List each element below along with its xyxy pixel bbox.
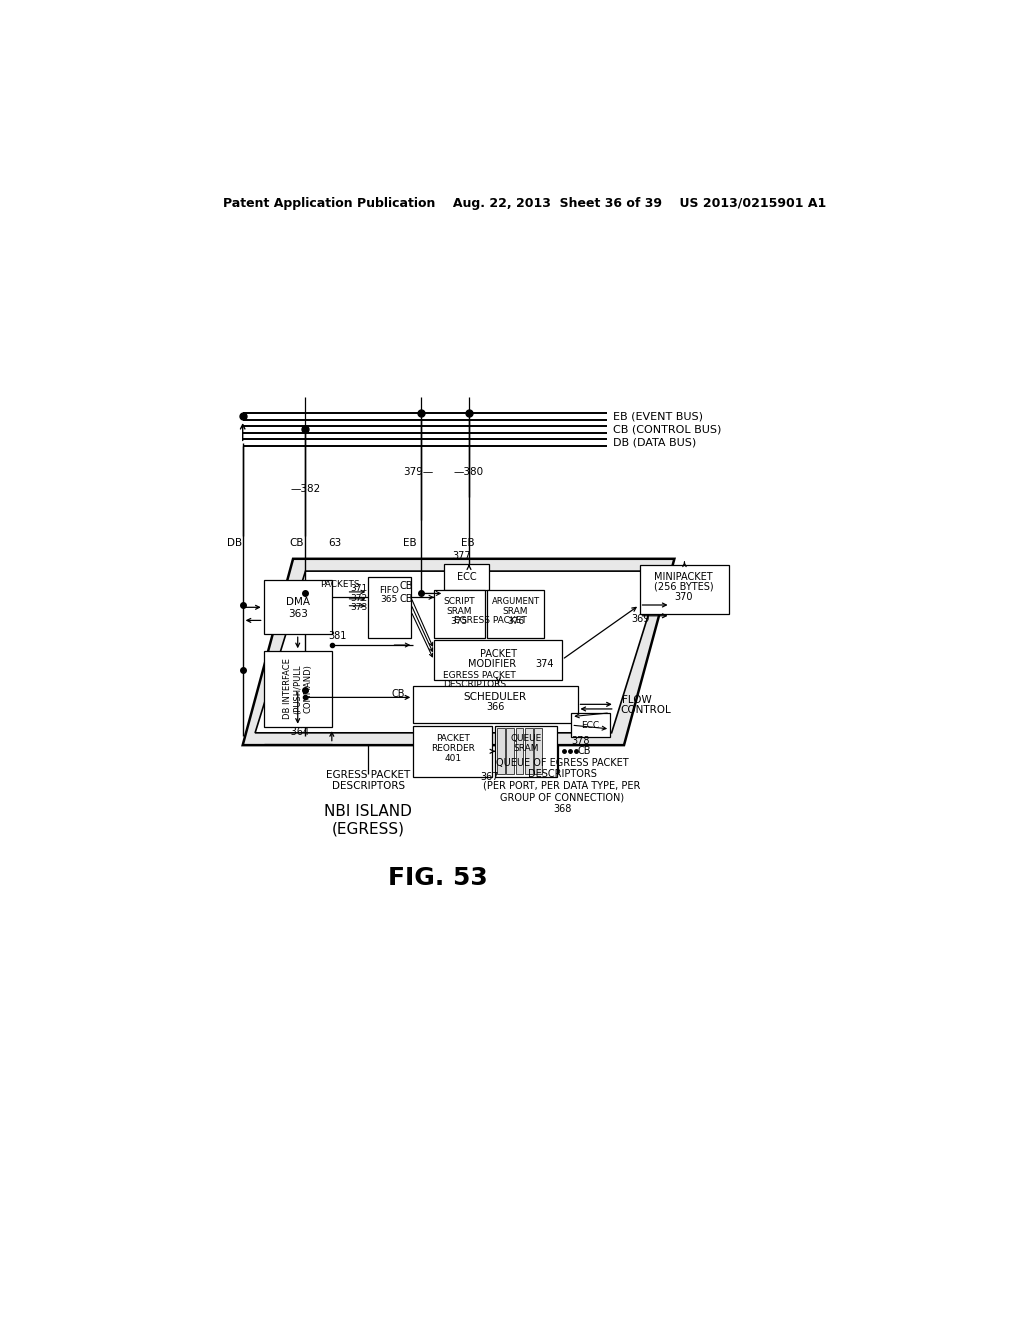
Text: (256 BYTES): (256 BYTES) [654, 582, 714, 591]
Text: PACKET: PACKET [436, 734, 470, 743]
Bar [486, 590, 544, 638]
Text: NBI ISLAND
(EGRESS): NBI ISLAND (EGRESS) [325, 804, 413, 837]
Bar [444, 564, 489, 590]
Text: QUEUE: QUEUE [511, 734, 542, 743]
Text: 378: 378 [571, 737, 590, 746]
Text: 367: 367 [480, 772, 499, 781]
Text: SRAM: SRAM [514, 744, 539, 754]
Text: EGRESS PACKET: EGRESS PACKET [443, 671, 516, 680]
Bar [414, 686, 578, 723]
Text: MINIPACKET: MINIPACKET [654, 572, 713, 582]
Text: DB (DATA BUS): DB (DATA BUS) [613, 437, 696, 447]
Text: 371: 371 [350, 585, 368, 593]
Text: 381: 381 [328, 631, 346, 640]
Text: CONTROL: CONTROL [621, 705, 671, 714]
Text: EB (EVENT BUS): EB (EVENT BUS) [613, 412, 703, 421]
Text: —382: —382 [291, 484, 321, 495]
Text: 366: 366 [486, 702, 505, 713]
Text: 363: 363 [288, 610, 307, 619]
Bar [263, 651, 332, 726]
Text: REORDER: REORDER [431, 743, 475, 752]
Text: 365: 365 [381, 595, 397, 605]
Text: 369: 369 [632, 614, 650, 624]
Text: 401: 401 [444, 754, 461, 763]
Text: PACKETS: PACKETS [321, 581, 359, 590]
Bar [263, 581, 332, 635]
Bar [524, 729, 532, 775]
Text: DMA: DMA [286, 597, 309, 607]
Text: CB: CB [391, 689, 406, 698]
Text: ECC: ECC [457, 573, 476, 582]
Text: SRAM: SRAM [446, 607, 472, 616]
Text: FIFO: FIFO [379, 586, 399, 595]
Bar [496, 726, 557, 776]
Text: PACKET: PACKET [480, 648, 517, 659]
Polygon shape [255, 572, 662, 733]
Text: EGRESS PACKET: EGRESS PACKET [454, 616, 526, 624]
Bar [434, 590, 484, 638]
Text: EGRESS PACKET
DESCRIPTORS: EGRESS PACKET DESCRIPTORS [326, 770, 411, 792]
Text: FIG. 53: FIG. 53 [388, 866, 487, 891]
Text: CB (CONTROL BUS): CB (CONTROL BUS) [613, 425, 722, 434]
Text: FLOW: FLOW [623, 694, 652, 705]
Text: 370: 370 [675, 593, 693, 602]
Bar [571, 713, 610, 738]
Text: 374: 374 [535, 659, 553, 669]
Text: EB: EB [403, 539, 417, 548]
Text: ECC: ECC [582, 721, 600, 730]
Text: DESCRIPTORS: DESCRIPTORS [443, 680, 507, 689]
Text: SCRIPT: SCRIPT [443, 598, 475, 606]
Bar [535, 729, 542, 775]
Text: CB: CB [289, 539, 304, 548]
Text: CB: CB [578, 746, 591, 756]
Text: DB: DB [227, 539, 243, 548]
Text: EB: EB [461, 539, 475, 548]
Bar [414, 726, 493, 776]
Text: 375: 375 [451, 618, 468, 627]
Text: 372: 372 [350, 594, 368, 603]
Bar [640, 565, 729, 614]
Text: —364: —364 [282, 727, 309, 737]
Bar [369, 577, 411, 638]
Text: 63: 63 [328, 539, 341, 548]
Text: 379—: 379— [403, 467, 433, 477]
Text: ARGUMENT: ARGUMENT [492, 598, 540, 606]
Bar [497, 729, 505, 775]
Text: Patent Application Publication    Aug. 22, 2013  Sheet 36 of 39    US 2013/02159: Patent Application Publication Aug. 22, … [223, 197, 826, 210]
Text: 377: 377 [452, 552, 471, 561]
Text: MODIFIER: MODIFIER [468, 659, 516, 669]
Text: 373: 373 [350, 603, 368, 611]
Text: SCHEDULER: SCHEDULER [464, 692, 527, 702]
Text: SRAM: SRAM [503, 607, 528, 616]
Bar [515, 729, 523, 775]
Text: —380: —380 [454, 467, 483, 477]
Bar [506, 729, 514, 775]
Text: DB INTERFACE
(PUSH/PULL
COMMAND): DB INTERFACE (PUSH/PULL COMMAND) [283, 659, 312, 719]
Text: CB: CB [399, 581, 413, 591]
Text: CB: CB [399, 594, 413, 603]
Text: 376: 376 [507, 618, 524, 627]
Bar [434, 640, 562, 680]
Polygon shape [243, 558, 675, 744]
Text: QUEUE OF EGRESS PACKET
DESCRIPTORS
(PER PORT, PER DATA TYPE, PER
GROUP OF CONNEC: QUEUE OF EGRESS PACKET DESCRIPTORS (PER … [483, 758, 641, 814]
